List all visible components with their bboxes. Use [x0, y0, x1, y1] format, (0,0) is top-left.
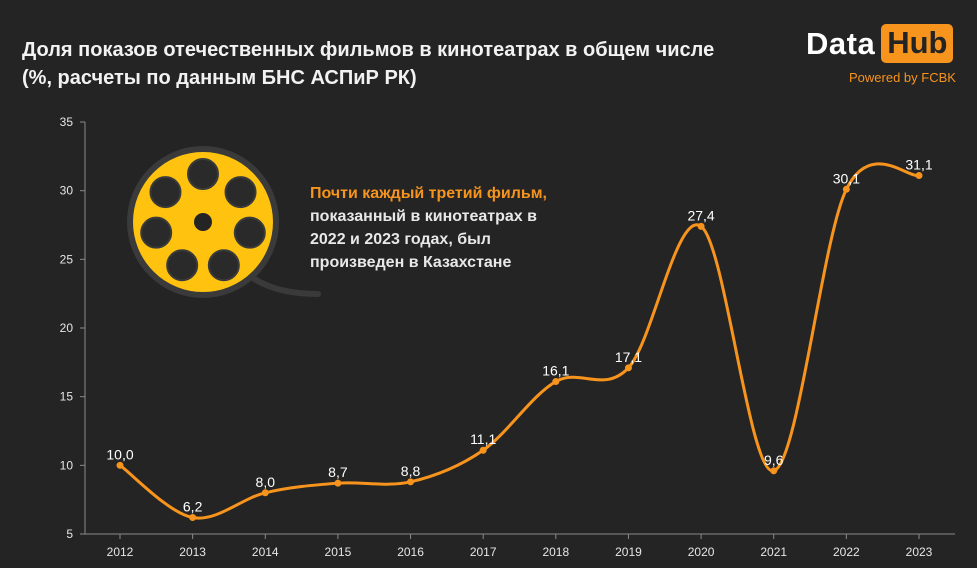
x-tick-label: 2019 — [615, 545, 642, 559]
y-tick-label: 30 — [60, 184, 74, 198]
x-tick-label: 2013 — [179, 545, 206, 559]
powered-by-label: Powered by FCBK — [849, 70, 956, 85]
data-label: 30,1 — [833, 170, 860, 186]
data-label: 10,0 — [106, 446, 133, 462]
x-tick-label: 2018 — [542, 545, 569, 559]
data-point — [479, 446, 487, 454]
logo-hub-text: Hub — [881, 24, 954, 63]
data-point — [334, 479, 342, 487]
data-point — [842, 185, 850, 193]
x-tick-label: 2015 — [325, 545, 352, 559]
data-label: 8,7 — [328, 464, 348, 480]
datahub-logo: Data Hub — [806, 24, 954, 63]
reel-hole — [233, 216, 266, 249]
reel-hole — [149, 176, 182, 209]
data-label: 6,2 — [183, 499, 203, 515]
x-tick-label: 2021 — [760, 545, 787, 559]
data-point — [407, 478, 415, 486]
y-tick-label: 35 — [60, 115, 74, 129]
x-tick-label: 2017 — [470, 545, 497, 559]
data-point — [624, 364, 632, 372]
data-point — [697, 222, 705, 230]
x-tick-label: 2012 — [107, 545, 134, 559]
data-label: 31,1 — [905, 157, 932, 173]
reel-hole — [187, 158, 219, 190]
data-point — [915, 172, 923, 180]
data-label: 9,6 — [764, 452, 784, 468]
data-point — [552, 378, 560, 386]
y-tick-label: 10 — [60, 458, 74, 472]
data-label: 8,8 — [401, 463, 421, 479]
x-tick-label: 2020 — [688, 545, 715, 559]
x-tick-label: 2014 — [252, 545, 279, 559]
data-point — [189, 514, 197, 522]
data-point — [770, 467, 778, 475]
callout-body: показанный в кинотеатрах в 2022 и 2023 г… — [310, 208, 537, 271]
chart-title-line1: Доля показов отечественных фильмов в кин… — [22, 39, 715, 61]
y-tick-label: 15 — [60, 390, 74, 404]
data-label: 27,4 — [687, 207, 714, 223]
chart-title: Доля показов отечественных фильмов в кин… — [22, 36, 714, 92]
y-tick-label: 25 — [60, 252, 74, 266]
x-tick-label: 2022 — [833, 545, 860, 559]
data-label: 17,1 — [615, 349, 642, 365]
chart-title-line2: (%, расчеты по данным БНС АСПиР РК) — [22, 67, 417, 89]
data-point — [261, 489, 269, 497]
film-reel-icon — [127, 146, 321, 298]
reel-hole — [166, 249, 199, 282]
y-tick-label: 5 — [66, 527, 73, 541]
reel-hole — [207, 249, 240, 282]
logo-data-text: Data — [806, 25, 876, 61]
data-label: 16,1 — [542, 363, 569, 379]
data-point — [116, 461, 124, 469]
callout-text: Почти каждый третий фильм, показанный в … — [310, 182, 547, 274]
y-tick-label: 20 — [60, 321, 74, 335]
data-label: 8,0 — [256, 474, 276, 490]
callout-highlight: Почти каждый третий фильм, — [310, 185, 547, 202]
x-tick-label: 2023 — [906, 545, 933, 559]
reel-hole — [224, 176, 257, 209]
data-label: 11,1 — [470, 431, 496, 447]
x-tick-label: 2016 — [397, 545, 424, 559]
reel-hole — [140, 216, 173, 249]
